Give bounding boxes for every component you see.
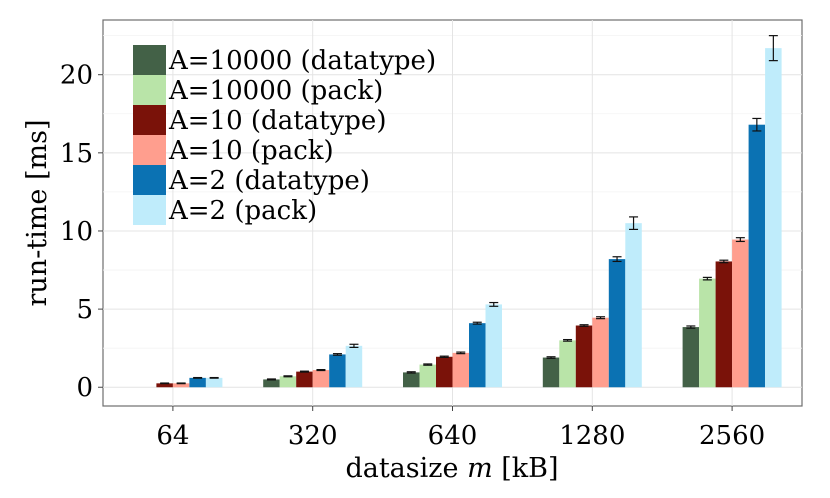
bar — [452, 352, 469, 388]
legend-key — [133, 75, 166, 105]
bar — [559, 340, 576, 388]
y-axis-title: run-time [ms] — [22, 120, 53, 307]
legend-key — [133, 45, 166, 75]
bar — [469, 323, 486, 388]
legend: A=10000 (datatype)A=10000 (pack)A=10 (da… — [133, 45, 436, 226]
bar — [312, 370, 330, 388]
bars — [156, 48, 782, 388]
bar — [403, 372, 420, 388]
legend-label: A=2 (pack) — [168, 196, 317, 226]
bar — [592, 317, 609, 388]
bar — [189, 377, 206, 388]
bar — [329, 354, 346, 388]
y-tick-label: 20 — [60, 61, 93, 91]
y-tick-label: 5 — [76, 295, 93, 325]
bar — [205, 377, 223, 388]
bar — [296, 371, 313, 388]
bar — [715, 261, 733, 388]
y-tick-label: 0 — [76, 373, 93, 403]
x-axis: 64 320 640 1280 2560 — [156, 406, 765, 451]
bar — [279, 376, 297, 388]
legend-key — [133, 105, 166, 135]
bar — [765, 48, 782, 388]
bar — [608, 259, 626, 388]
error-bars — [160, 35, 778, 385]
bar — [345, 345, 363, 388]
legend-label: A=2 (datatype) — [168, 166, 370, 196]
bar — [263, 379, 280, 388]
x-axis-title-prefix: datasize — [345, 453, 467, 484]
bar — [682, 327, 700, 388]
x-tick-label: 320 — [288, 421, 338, 451]
legend-label: A=10000 (datatype) — [168, 46, 436, 76]
bar — [575, 325, 593, 388]
x-axis-title: datasize m [kB] — [345, 453, 558, 484]
x-axis-title-suffix: [kB] — [493, 453, 559, 484]
bar — [156, 383, 173, 388]
bar — [419, 364, 436, 388]
bar — [485, 304, 502, 388]
legend-key — [133, 195, 166, 225]
x-tick-label: 1280 — [559, 421, 625, 451]
bar — [699, 278, 716, 388]
x-tick-label: 2560 — [699, 421, 765, 451]
x-tick-label: 64 — [156, 421, 189, 451]
legend-key — [133, 165, 166, 195]
y-axis: 0 5 10 15 20 — [60, 61, 103, 403]
bar — [625, 223, 642, 388]
bar — [542, 357, 560, 388]
y-tick-label: 10 — [60, 217, 93, 247]
bar — [172, 383, 190, 388]
y-tick-label: 15 — [60, 139, 93, 169]
bar — [732, 239, 749, 388]
legend-key — [133, 135, 166, 165]
legend-label: A=10000 (pack) — [168, 76, 383, 106]
x-tick-label: 640 — [428, 421, 478, 451]
legend-label: A=10 (datatype) — [168, 106, 386, 136]
bar — [436, 356, 453, 388]
legend-label: A=10 (pack) — [168, 136, 334, 166]
x-axis-title-variable: m — [467, 453, 493, 484]
bar — [748, 124, 766, 388]
